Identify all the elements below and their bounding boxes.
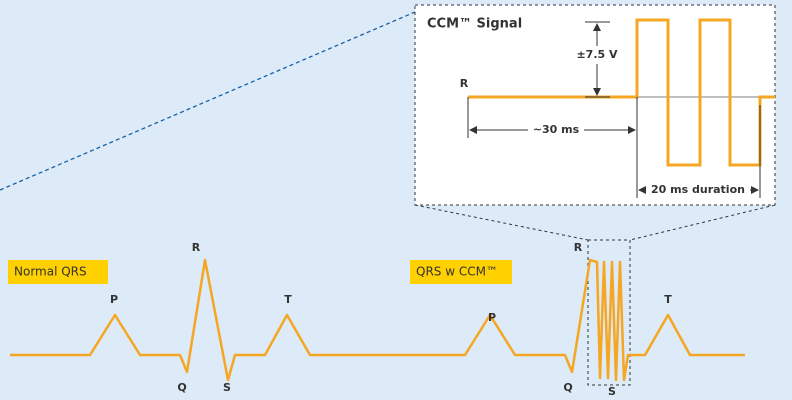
- zoom-box: [587, 239, 631, 386]
- badge: [8, 260, 108, 284]
- inset-title: CCM™ Signal: [427, 17, 522, 32]
- wave-label: Q: [177, 381, 186, 394]
- wave-labels: P Q R S T P Q R S T: [110, 241, 672, 398]
- wave-label: Q: [563, 381, 572, 394]
- r-label: R: [460, 77, 469, 90]
- wave-label: S: [223, 381, 231, 394]
- duration-label: 20 ms duration: [651, 183, 745, 196]
- wave-label: R: [192, 241, 201, 254]
- badge-text: QRS w CCM™: [416, 265, 498, 279]
- wave-label: P: [110, 293, 118, 306]
- delay-label: ~30 ms: [533, 123, 580, 136]
- wave-label: S: [608, 385, 616, 398]
- ecg-trace: [10, 258, 745, 382]
- wave-label: T: [284, 293, 292, 306]
- zoom-line: [629, 204, 776, 241]
- label-bg: [646, 182, 750, 198]
- wave-label: P: [488, 311, 496, 324]
- inset-box: [414, 4, 776, 206]
- zoom-line: [0, 11, 416, 191]
- badge-text: Normal QRS: [14, 265, 87, 279]
- wave-label: T: [664, 293, 672, 306]
- badge: [410, 260, 512, 284]
- label-bg: [528, 122, 584, 138]
- wave-label: R: [574, 241, 583, 254]
- label-bg: [575, 46, 620, 64]
- amplitude-label: ±7.5 V: [576, 48, 618, 61]
